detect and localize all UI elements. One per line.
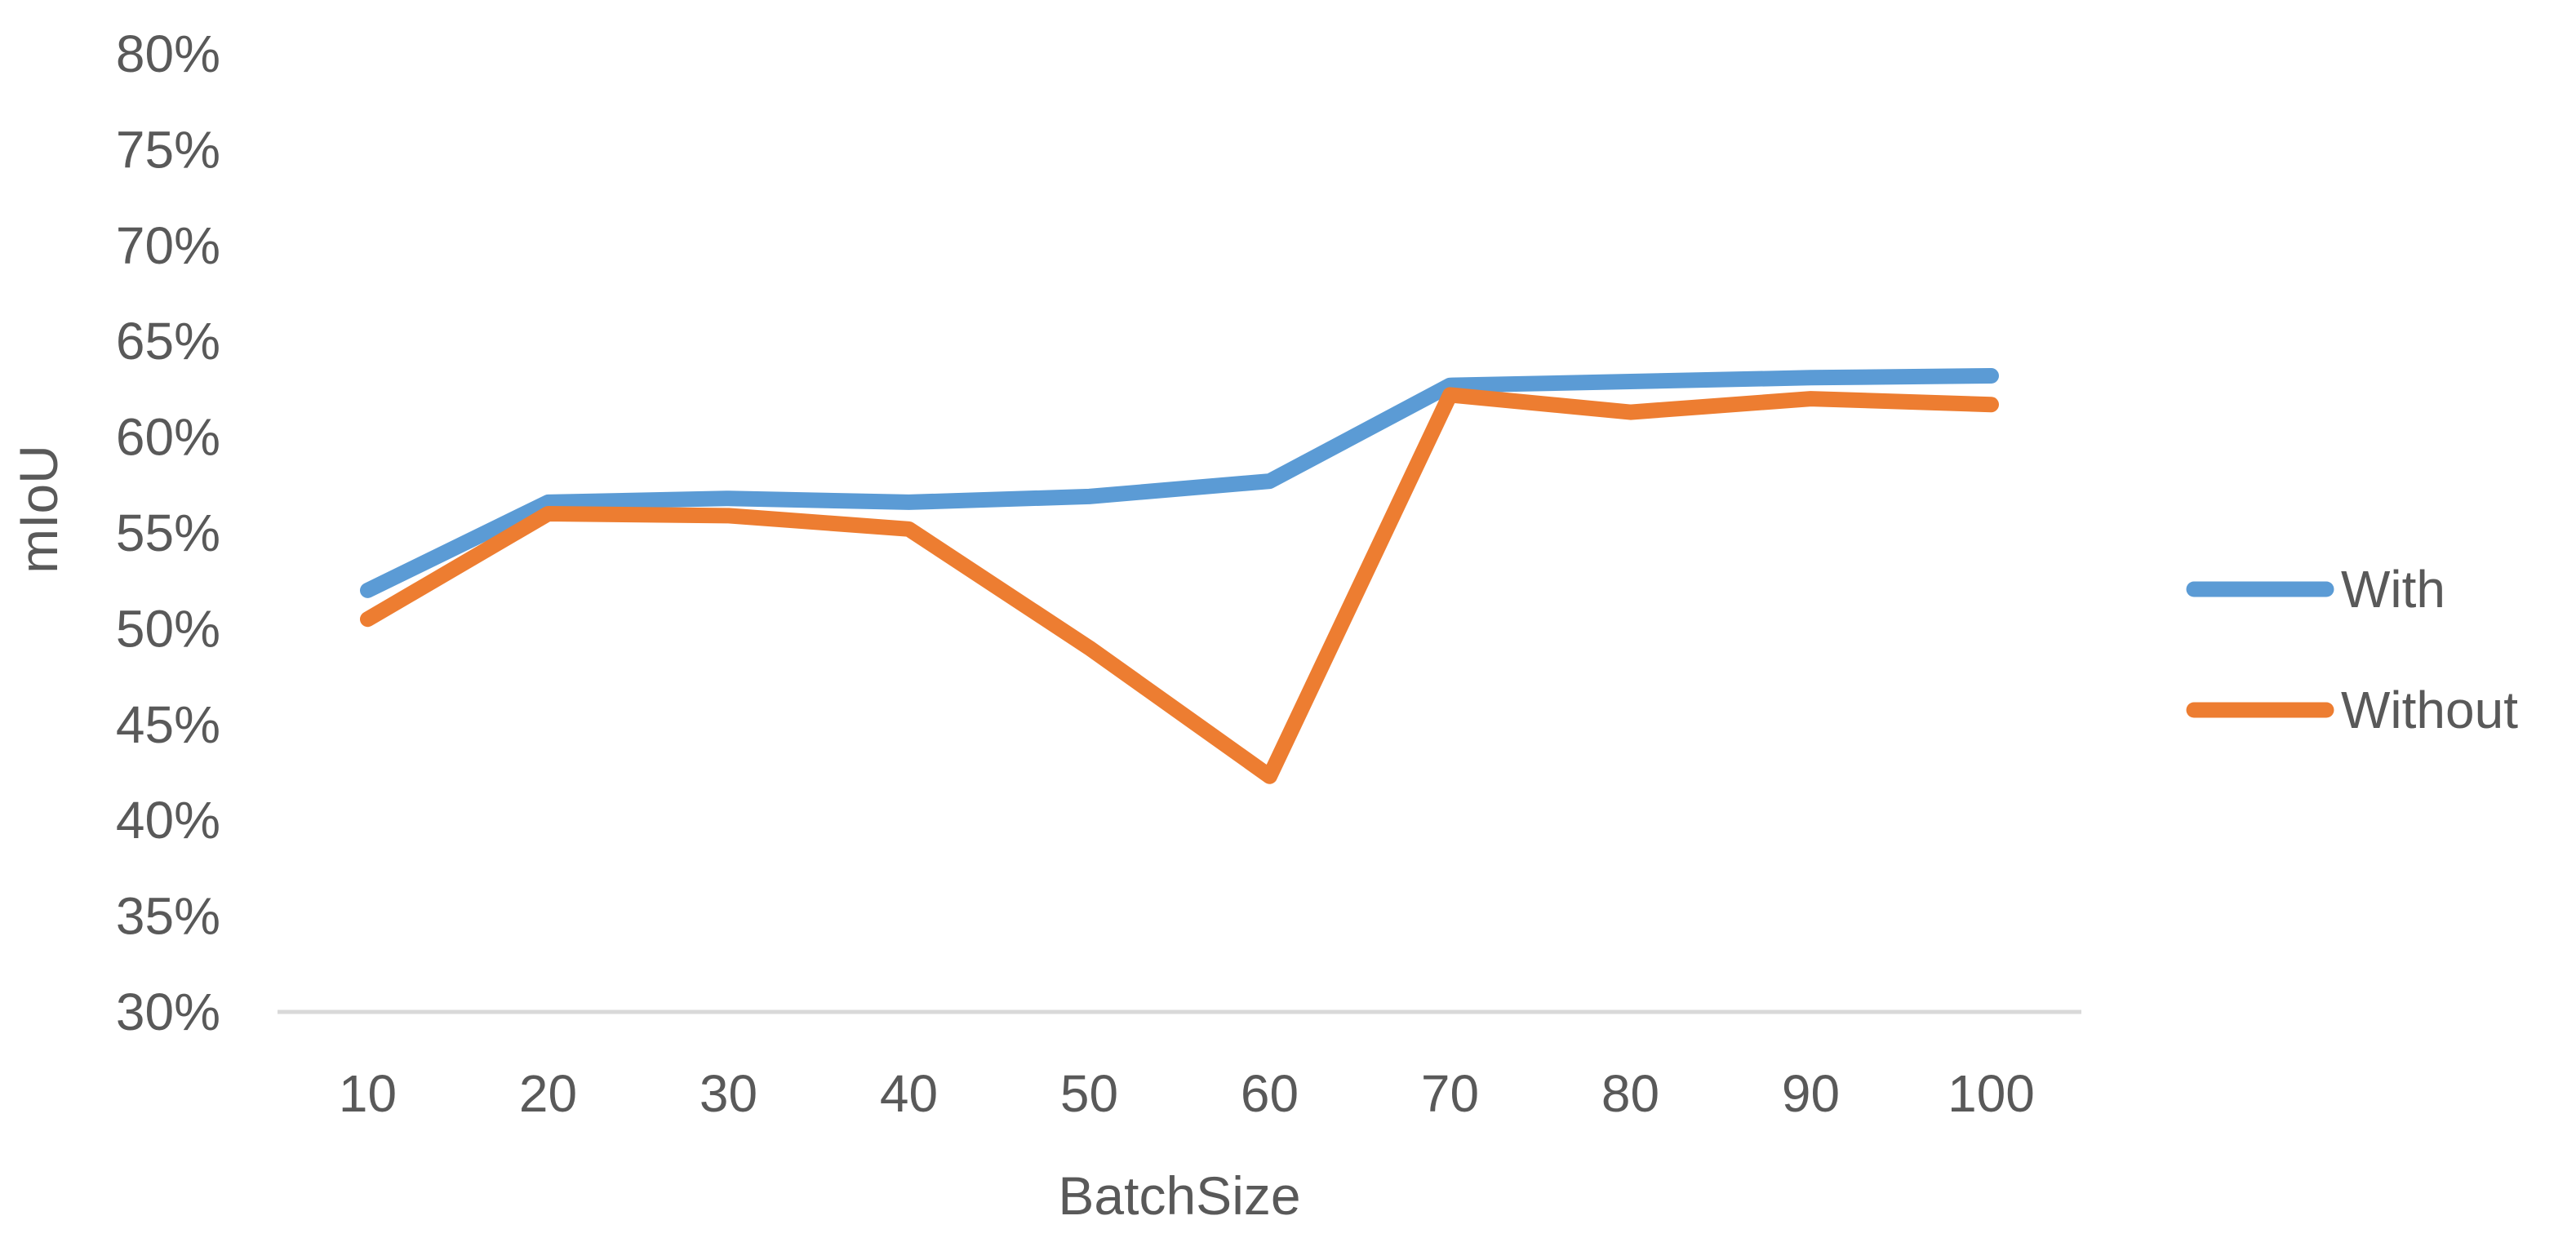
y-tick-label: 80% bbox=[116, 24, 220, 83]
series-line-without bbox=[360, 387, 1999, 784]
x-tick-label: 20 bbox=[519, 1064, 577, 1123]
x-axis-title: BatchSize bbox=[1058, 1165, 1300, 1226]
y-tick-label: 55% bbox=[116, 504, 220, 562]
series-lines bbox=[360, 368, 1999, 784]
x-tick-label: 80 bbox=[1601, 1064, 1659, 1123]
x-tick-label: 90 bbox=[1782, 1064, 1840, 1123]
y-tick-labels: 30% 35% 40% 45% 50% 55% 60% 65% 70% 75% 80% bbox=[116, 24, 220, 1041]
x-tick-label: 50 bbox=[1060, 1064, 1118, 1123]
x-tick-label: 30 bbox=[700, 1064, 757, 1123]
x-tick-label: 60 bbox=[1241, 1064, 1299, 1123]
legend-label-without: Without bbox=[2341, 681, 2518, 739]
y-tick-label: 60% bbox=[116, 408, 220, 467]
legend: With Without bbox=[2186, 560, 2518, 739]
y-tick-label: 75% bbox=[116, 120, 220, 179]
y-axis-title: mIoU bbox=[8, 445, 69, 574]
y-tick-label: 45% bbox=[116, 695, 220, 754]
y-tick-label: 65% bbox=[116, 312, 220, 371]
legend-label-with: With bbox=[2341, 560, 2445, 619]
y-tick-label: 30% bbox=[116, 983, 220, 1041]
y-tick-label: 70% bbox=[116, 216, 220, 275]
series-line-with bbox=[360, 368, 1999, 598]
x-tick-label: 100 bbox=[1948, 1064, 2035, 1123]
x-tick-label: 70 bbox=[1421, 1064, 1479, 1123]
y-tick-label: 40% bbox=[116, 791, 220, 850]
x-tick-label: 40 bbox=[880, 1064, 938, 1123]
y-tick-label: 50% bbox=[116, 599, 220, 658]
y-tick-label: 35% bbox=[116, 887, 220, 946]
x-tick-label: 10 bbox=[339, 1064, 397, 1123]
x-tick-labels: 10 20 30 40 50 60 70 80 90 100 bbox=[339, 1064, 2035, 1123]
